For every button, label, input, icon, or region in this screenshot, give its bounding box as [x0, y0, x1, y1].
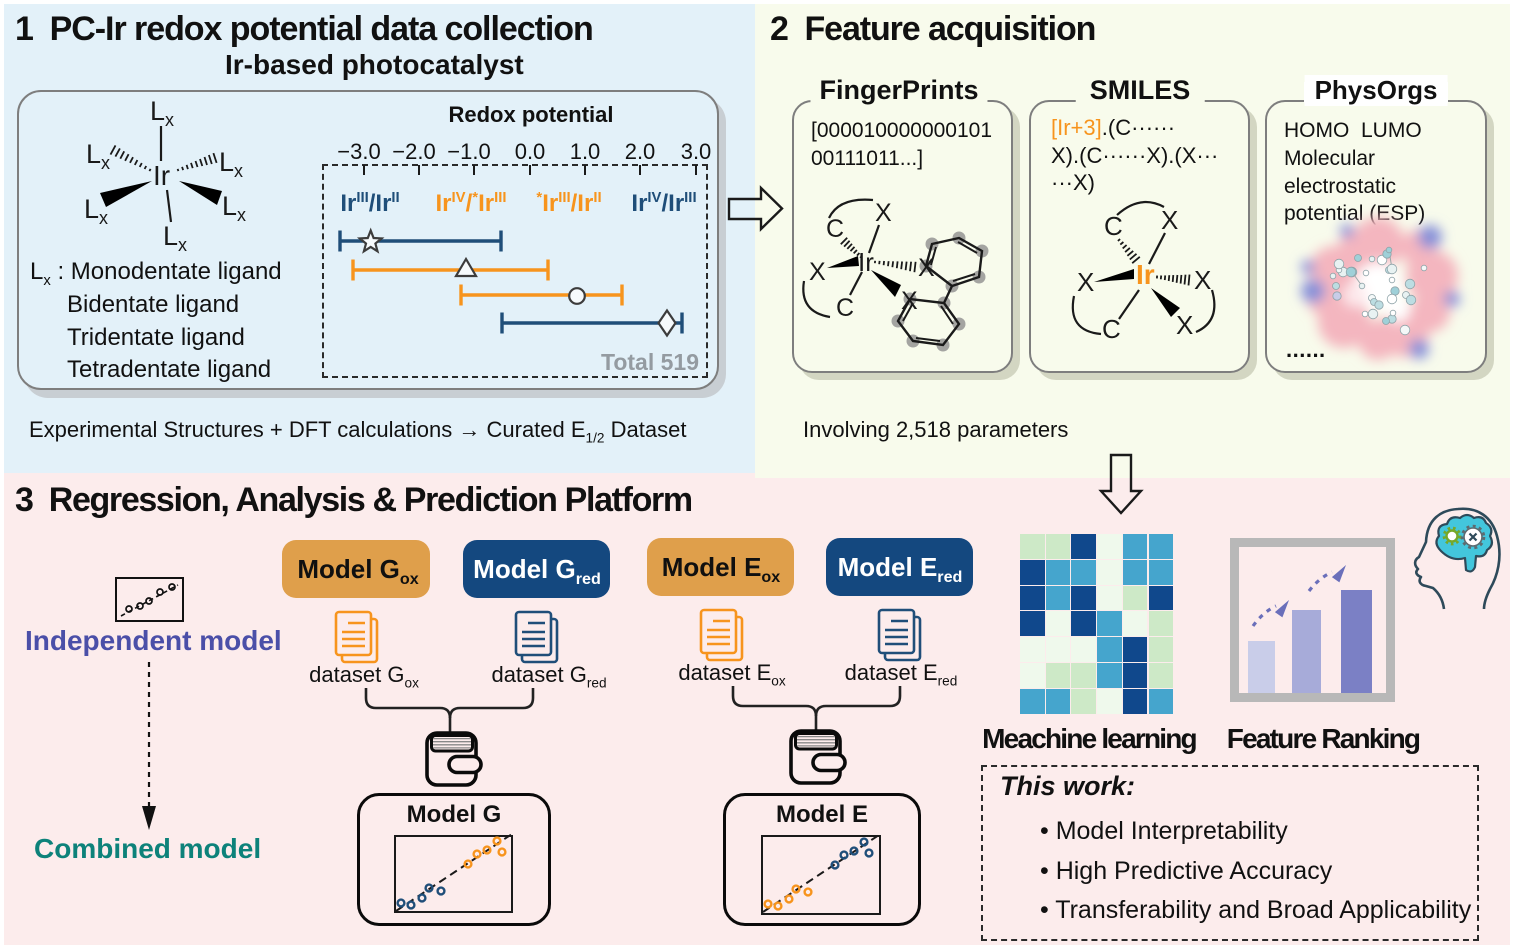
svg-text:C: C — [1104, 211, 1123, 241]
svg-text:X: X — [1194, 265, 1211, 295]
svg-text:X: X — [1077, 267, 1094, 297]
svg-text:X: X — [875, 199, 892, 227]
svg-text:C: C — [1102, 314, 1121, 344]
svg-text:L: L — [150, 96, 165, 126]
svg-text:L: L — [163, 221, 178, 251]
svg-text:X: X — [1161, 205, 1178, 235]
svg-text:x: x — [237, 205, 246, 225]
svg-text:Ir: Ir — [153, 160, 170, 191]
svg-text:Ir: Ir — [858, 247, 874, 277]
svg-text:L: L — [84, 194, 99, 224]
svg-text:x: x — [101, 153, 110, 173]
svg-text:L: L — [222, 191, 237, 221]
svg-text:L: L — [86, 139, 101, 169]
svg-text:x: x — [165, 110, 174, 130]
svg-text:x: x — [178, 235, 187, 255]
svg-text:L: L — [219, 147, 234, 177]
svg-text:X: X — [809, 258, 826, 286]
svg-text:X: X — [901, 287, 918, 315]
svg-text:C: C — [826, 215, 844, 243]
svg-text:Ir: Ir — [1136, 259, 1155, 290]
svg-text:X: X — [918, 254, 935, 282]
svg-text:X: X — [1176, 310, 1193, 340]
svg-text:C: C — [836, 294, 854, 322]
svg-text:x: x — [99, 208, 108, 228]
svg-text:x: x — [234, 161, 243, 181]
